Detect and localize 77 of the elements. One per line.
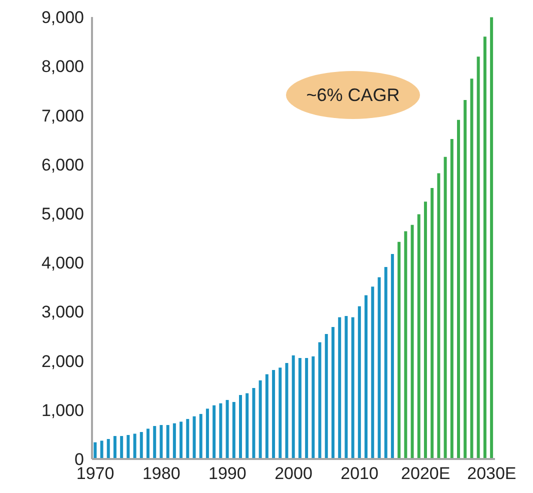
bar [219,403,222,459]
bar [351,317,354,459]
bar [324,334,328,459]
bar [212,405,216,459]
bar [450,138,454,459]
bar [106,439,110,459]
bar [258,380,262,459]
bar [272,370,276,459]
bar [160,425,163,459]
bar [490,17,494,459]
bar [437,173,440,459]
bar [470,78,474,459]
bar [444,156,447,459]
bar [476,56,480,459]
bar [378,277,381,459]
bar [285,362,288,459]
bar [126,434,130,459]
bar [364,295,368,459]
y-tick-label: 9,000 [41,8,84,28]
bar [186,418,190,459]
bar [331,326,334,459]
y-tick-label: 2,000 [41,352,84,371]
bar [398,242,401,459]
bar [133,434,136,459]
bar [430,188,434,459]
bar [232,402,236,459]
bar [199,414,202,459]
bar [206,408,209,459]
y-tick-label: 8,000 [41,57,84,76]
y-tick-label: 3,000 [41,302,84,322]
x-tick-label: 1970 [76,464,114,484]
bar [344,316,348,459]
bar [318,342,322,459]
bar [140,432,143,459]
x-tick-label: 2030E [467,464,516,484]
x-tick-label: 1990 [208,464,246,484]
bar [265,374,268,459]
y-tick-label: 4,000 [41,254,84,273]
bar [312,356,315,459]
bar [417,214,420,459]
x-tick-label: 1980 [142,464,180,484]
y-tick-label: 7,000 [41,106,84,126]
bar [100,440,104,459]
bar [252,388,256,459]
bar [483,36,486,459]
bar [226,400,229,459]
bar [292,355,295,459]
bar [404,231,408,459]
bar [153,426,156,459]
bar [180,422,183,459]
bar [358,306,361,459]
bar [113,436,116,459]
bar [371,286,374,459]
bar [172,423,176,459]
bar [192,416,196,459]
bar [338,317,342,459]
y-tick-label: 5,000 [41,204,84,224]
x-tick-label: 2000 [274,464,312,484]
bar [246,393,249,459]
bar [390,254,394,459]
bar [464,100,467,459]
bar [166,425,170,459]
bar [384,266,388,459]
bar [278,368,282,459]
y-tick-label: 6,000 [41,155,84,174]
bar [424,202,427,459]
bar [457,120,460,459]
bar [238,395,242,459]
bar [298,358,302,459]
x-tick-label: 2020E [401,464,450,484]
x-tick-label: 2010 [340,464,378,484]
bar [94,442,97,459]
y-tick-label: 1,000 [41,400,84,420]
bar [305,358,308,459]
bar [410,224,414,459]
bar [120,436,124,459]
bar [146,428,150,459]
